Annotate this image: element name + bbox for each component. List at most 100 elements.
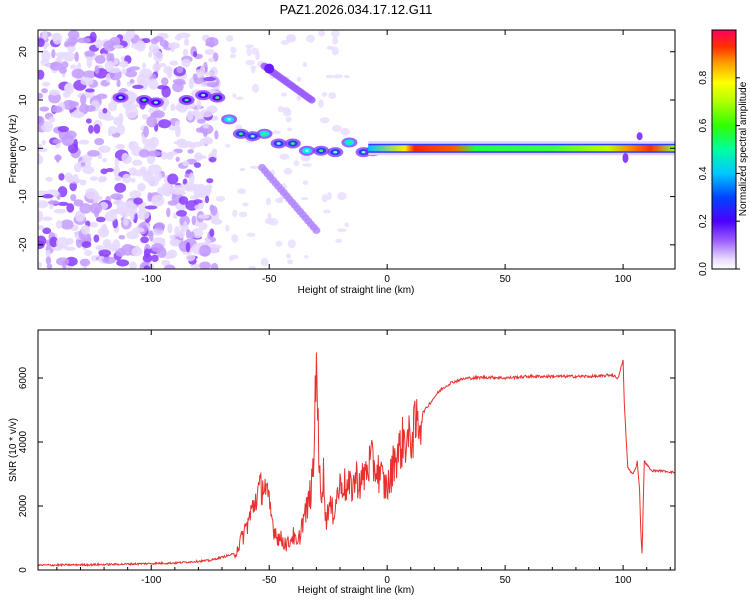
spectrogram-noise-blob — [193, 199, 203, 204]
snr-plot-area — [38, 352, 675, 568]
spectrogram-noise-blob — [190, 263, 202, 269]
spectrogram-noise-blob — [246, 232, 256, 238]
spectrogram-noise-blob — [337, 228, 347, 233]
spectrogram-noise-blob — [86, 56, 93, 69]
spectrogram-noise-blob — [191, 141, 204, 147]
spectrogram-noise-blob — [55, 51, 69, 58]
spectrogram-noise-blob — [125, 69, 138, 78]
spectrogram-noise-blob — [197, 118, 206, 124]
spectrogram-noise-blob — [38, 154, 44, 165]
spectrogram-noise-blob — [84, 249, 93, 257]
spectrogram-noise-blob — [94, 39, 103, 49]
spectrogram-noise-blob — [93, 197, 100, 203]
spectrogram-noise-blob — [132, 227, 145, 233]
spectrogram-noise-blob — [108, 126, 118, 135]
spectrogram-noise-blob — [203, 136, 212, 144]
spectrogram-noise-blob — [118, 235, 126, 240]
spectrogram-noise-blob — [128, 141, 135, 149]
spectrogram-noise-blob — [142, 62, 147, 69]
spectrogram-noise-blob — [326, 45, 335, 50]
spectrogram-noise-blob — [73, 199, 84, 207]
spectrogram-noise-blob — [40, 121, 54, 133]
spectrogram-noise-blob — [209, 228, 215, 237]
spectrogram-noise-blob — [325, 74, 334, 79]
spectrogram-noise-blob — [38, 143, 43, 149]
spectrogram-noise-blob — [95, 216, 106, 223]
spectrogram-noise-blob — [214, 130, 219, 140]
spectrogram-signal-blob — [227, 118, 232, 121]
spectrogram-noise-blob — [142, 114, 149, 120]
spectrogram-noise-blob — [94, 65, 100, 75]
spectrogram-signal-blob — [118, 96, 123, 99]
spectrogram-noise-blob — [125, 106, 139, 119]
spectrogram-noise-blob — [61, 61, 69, 69]
spectrogram-signal-blob — [276, 142, 281, 145]
spectrogram-noise-blob — [80, 224, 90, 235]
spectrogram-noise-blob — [175, 156, 180, 162]
spectrogram-noise-blob — [57, 201, 69, 207]
spectrogram-noise-blob — [56, 236, 69, 249]
spectrogram-noise-blob — [182, 160, 189, 167]
spectrogram-noise-blob — [147, 150, 161, 157]
spectrogram-noise-blob — [88, 124, 94, 134]
spectrogram-noise-blob — [296, 76, 302, 82]
spectrogram-noise-blob — [45, 176, 54, 182]
spectrogram-noise-blob — [147, 51, 153, 58]
spectrogram-noise-blob — [80, 162, 86, 167]
spectrogram-noise-blob — [81, 241, 92, 248]
colorbar-ticks: 0.0 0.2 0.4 0.6 0.8 — [698, 70, 740, 276]
spectrogram-noise-blob — [53, 208, 67, 214]
spectrogram-noise-blob — [51, 105, 63, 113]
spectrogram-noise-blob — [57, 125, 70, 133]
spectrogram-noise-blob — [210, 262, 219, 269]
spectrogram-noise-blob — [187, 149, 194, 154]
spectrogram-noise-blob — [93, 123, 101, 134]
spectrogram-noise-blob — [61, 134, 74, 147]
spectrogram-noise-blob — [80, 94, 87, 106]
spectrogram-noise-blob — [88, 221, 98, 228]
colorbar-frame — [711, 29, 737, 270]
spectrogram-noise-blob — [166, 207, 171, 218]
spectrogram-noise-blob — [87, 149, 100, 157]
spectrogram-noise-blob — [49, 236, 58, 248]
spectrogram-noise-blob — [125, 104, 137, 109]
spectrogram-noise-blob — [85, 118, 92, 124]
spectrogram-noise-blob — [42, 227, 52, 235]
spectrogram-noise-blob — [80, 77, 94, 86]
spectrogram-signal-blob — [201, 93, 206, 97]
spectrogram-noise-blob — [82, 154, 92, 163]
spectrogram-y-tick-label: 10 — [18, 94, 29, 106]
spectrogram-noise-blob — [181, 58, 191, 68]
snr-y-label: SNR (10 * v/v) — [8, 418, 19, 482]
spectrogram-noise-blob — [286, 253, 292, 259]
spectrogram-noise-blob — [335, 238, 342, 244]
spectrogram-heatmap — [38, 30, 675, 269]
spectrogram-noise-blob — [206, 185, 212, 195]
spectrogram-noise-blob — [38, 147, 48, 153]
spectrogram-noise-blob — [71, 68, 85, 79]
spectrogram-noise-blob — [108, 101, 118, 112]
spectrogram-noise-blob — [185, 254, 196, 262]
spectrogram-noise-blob — [129, 79, 135, 84]
spectrogram-noise-blob — [275, 240, 283, 247]
spectrogram-noise-blob — [153, 36, 164, 42]
spectrogram-noise-blob — [321, 194, 328, 203]
spectrogram-noise-blob — [106, 52, 112, 63]
spectrogram-noise-blob — [251, 67, 256, 74]
spectrogram-noise-blob — [114, 182, 127, 193]
colorbar-gradient — [712, 30, 736, 269]
spectrogram-noise-blob — [161, 151, 168, 160]
spectrogram-noise-blob — [225, 224, 230, 232]
snr-y-tick-label: 4000 — [18, 430, 29, 453]
spectrogram-noise-blob — [38, 261, 43, 269]
colorbar-tick-label: 0.8 — [698, 70, 709, 84]
spectrogram-noise-blob — [245, 59, 255, 66]
spectrogram-noise-blob — [193, 51, 198, 58]
spectrogram-noise-blob — [251, 83, 260, 93]
spectrogram-signal-blob — [636, 132, 643, 141]
spectrogram-noise-blob — [167, 223, 173, 234]
spectrogram-noise-blob — [332, 36, 339, 45]
spectrogram-noise-blob — [118, 112, 124, 124]
spectrogram-noise-blob — [51, 49, 56, 59]
spectrogram-signal-blob — [361, 150, 366, 154]
